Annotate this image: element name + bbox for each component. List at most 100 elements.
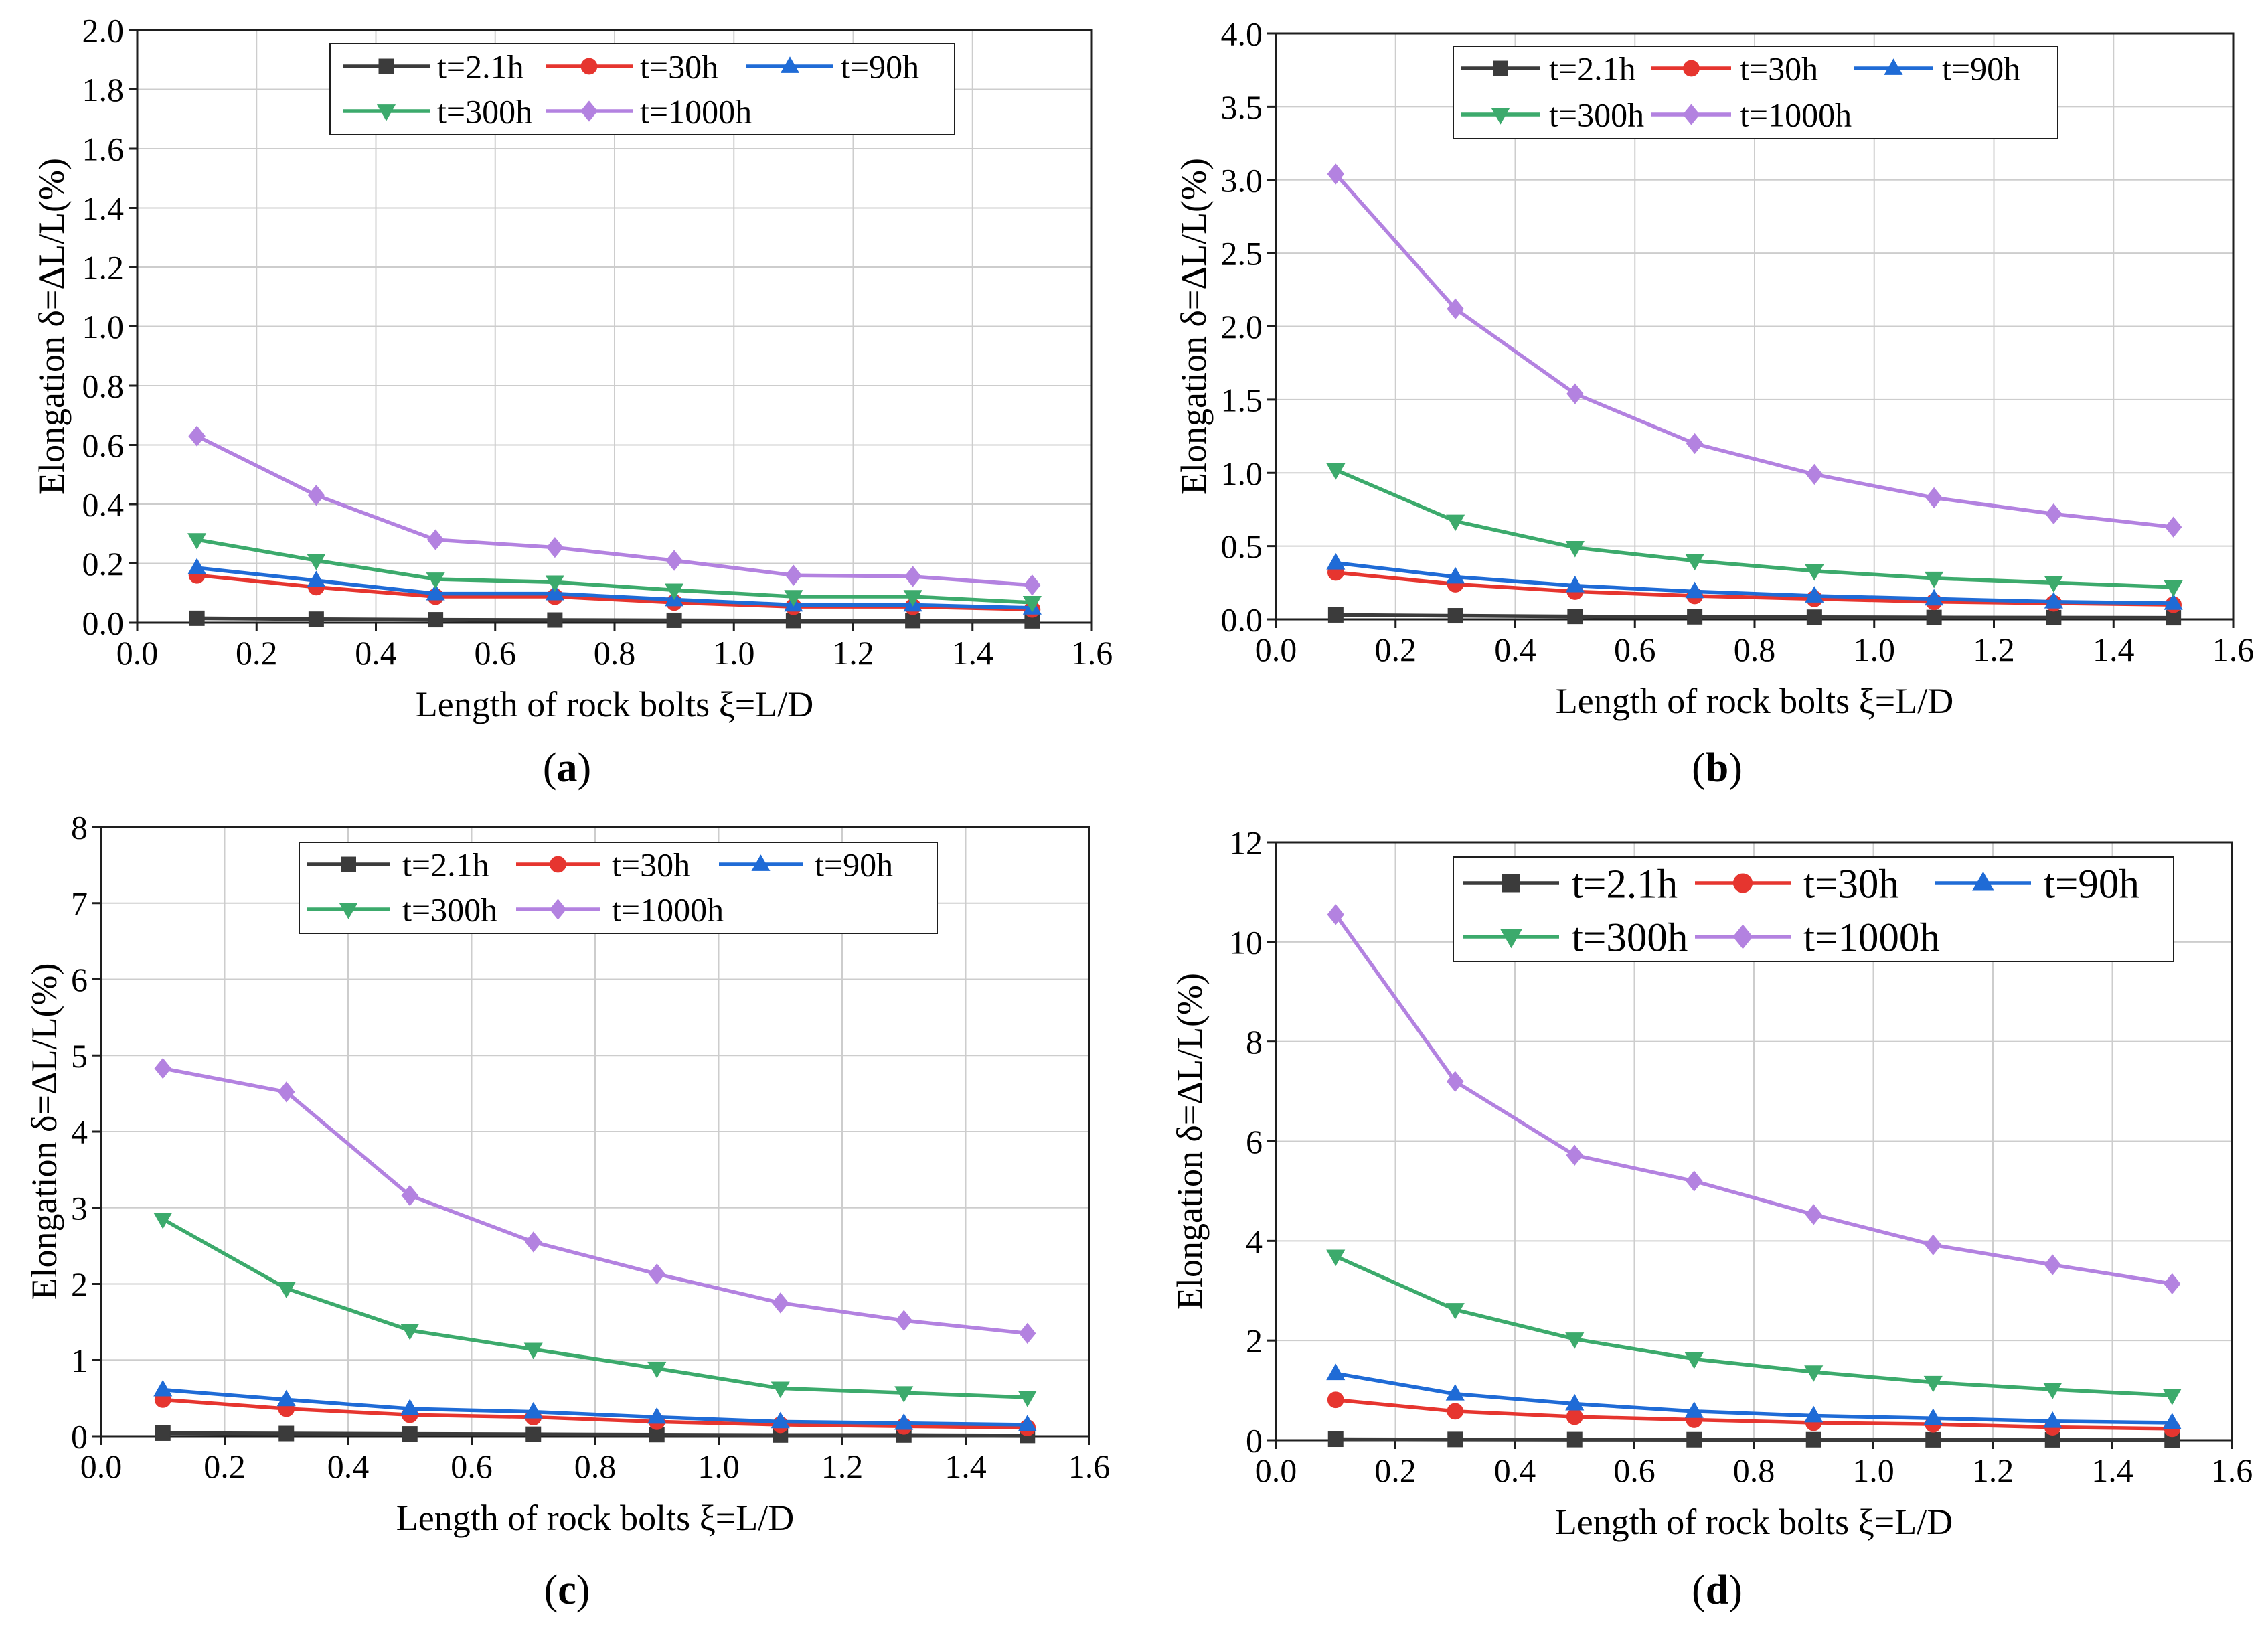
- x-axis-title: Length of rock bolts ξ=L/D: [1555, 1502, 1953, 1542]
- panel-a: 0.0 0.2 0.4 0.6 0.8 1.0 1.2 1.4 1.60.00.20.40.60…: [31, 12, 1113, 791]
- data-point-marker: [772, 1292, 789, 1314]
- series-line: [1333, 1371, 2174, 1425]
- data-point-marker: [1447, 1431, 1463, 1448]
- data-point-marker: [154, 1057, 171, 1079]
- legend-item-t-300h: t=300h: [1461, 96, 1644, 134]
- data-point-marker: [771, 1411, 790, 1429]
- panel-label-close-paren: ): [576, 1567, 590, 1613]
- legend-label: t=90h: [1942, 50, 2020, 88]
- data-point-marker: [400, 1399, 420, 1415]
- legend-box: [299, 842, 938, 934]
- x-tick-label: 0.8: [1733, 1452, 1775, 1489]
- y-axis: 0 2 4 6 8 10 12: [1229, 824, 1276, 1460]
- panel-label: (b): [1692, 745, 1743, 791]
- legend-label: t=2.1h: [1549, 50, 1636, 88]
- data-point-marker: [1327, 1391, 1344, 1409]
- panel-label-close-paren: ): [1728, 745, 1743, 791]
- series-group: [153, 1057, 1037, 1444]
- data-point-marker: [894, 1413, 914, 1430]
- legend-label: t=30h: [612, 846, 690, 884]
- legend: t=2.1h t=30h t=90h t=300h t=1000h: [299, 842, 938, 934]
- legend-item-t-30h: t=30h: [516, 846, 690, 884]
- data-point-marker: [784, 590, 803, 607]
- legend-marker: [1500, 929, 1522, 949]
- legend-label: t=90h: [2044, 862, 2139, 907]
- y-tick-label: 0: [71, 1418, 88, 1456]
- panel-label-letter: d: [1706, 1567, 1728, 1613]
- data-point-marker: [1685, 581, 1704, 599]
- data-point-marker: [2162, 1413, 2182, 1429]
- x-tick-label: 0.2: [1374, 1452, 1416, 1489]
- series-line: [1333, 913, 2174, 1286]
- legend-marker: [1972, 871, 1994, 891]
- data-point-marker: [1326, 553, 1346, 570]
- y-tick-label: 0.6: [82, 427, 125, 464]
- data-point-marker: [1445, 1384, 1465, 1401]
- data-point-marker: [155, 1425, 171, 1441]
- series-line: [1333, 468, 2176, 589]
- y-tick-label: 0.0: [82, 605, 125, 642]
- legend-marker: [378, 58, 394, 74]
- y-tick-label: 2: [71, 1265, 88, 1303]
- x-tick-label: 0.0: [1255, 1452, 1297, 1489]
- legend-item-t-2-1h: t=2.1h: [307, 846, 489, 884]
- data-point-marker: [307, 485, 325, 506]
- legend: t=2.1h t=30h t=90h t=300h t=1000h: [329, 43, 955, 135]
- panel-label-letter: a: [557, 745, 578, 791]
- x-tick-label: 1.2: [1972, 1452, 2014, 1489]
- panel-c: 0.0 0.2 0.4 0.6 0.8 1.0 1.2 1.4 1.6 0 1 2 3 4 5 6 7 8 Leng…: [24, 809, 1110, 1614]
- legend-label: t=300h: [1549, 96, 1644, 134]
- y-tick-label: 1: [71, 1342, 88, 1379]
- legend-label: t=1000h: [1740, 96, 1852, 134]
- y-tick-label: 1.5: [1221, 381, 1263, 418]
- x-tick-label: 0.6: [475, 634, 517, 672]
- data-point-marker: [1566, 383, 1584, 404]
- data-point-marker: [1327, 904, 1344, 925]
- data-point-marker: [525, 1231, 542, 1253]
- legend-item-t-1000h: t=1000h: [546, 93, 752, 131]
- data-point-marker: [426, 572, 445, 589]
- data-point-marker: [546, 536, 564, 558]
- y-axis-title: Elongation δ=ΔL/L(%): [31, 158, 72, 495]
- data-point-marker: [278, 1425, 295, 1442]
- data-point-marker: [1686, 433, 1704, 455]
- data-point-marker: [903, 590, 922, 607]
- series-t-300h: [153, 1212, 1037, 1407]
- x-tick-label: 0.6: [451, 1448, 493, 1485]
- x-axis-title: Length of rock bolts ξ=L/D: [396, 1498, 794, 1538]
- series-t-2-1h: [1327, 1431, 2180, 1448]
- panel-d: 0.0 0.2 0.4 0.6 0.8 1.0 1.2 1.4 1.6 0 2 4 6 8 10 12 Leng…: [1169, 824, 2253, 1614]
- data-point-marker: [545, 575, 564, 593]
- series-t-2-1h: [189, 610, 1040, 629]
- panel-label-letter: b: [1706, 745, 1728, 791]
- data-point-marker: [276, 1282, 296, 1299]
- data-point-marker: [1806, 609, 1822, 625]
- data-point-marker: [1805, 1431, 1821, 1448]
- data-point-marker: [1566, 1408, 1583, 1425]
- y-tick-label: 1.2: [82, 249, 125, 287]
- panel-label-open-paren: (: [1692, 745, 1706, 791]
- y-tick-label: 2.0: [82, 12, 125, 50]
- data-point-marker: [2044, 576, 2063, 593]
- y-tick-label: 0: [1246, 1422, 1263, 1460]
- panel-label-open-paren: (: [544, 1567, 558, 1613]
- series-t-300h: [1326, 463, 2183, 597]
- data-point-marker: [1925, 589, 1944, 606]
- x-tick-label: 1.4: [2091, 1452, 2133, 1489]
- data-point-marker: [1687, 609, 1703, 625]
- series-line: [1333, 172, 2176, 529]
- x-axis: 0.0 0.2 0.4 0.6 0.8 1.0 1.2 1.4 1.6: [1255, 619, 2254, 668]
- panel-label-letter: c: [558, 1567, 576, 1613]
- y-tick-label: 1.0: [82, 308, 125, 345]
- x-tick-label: 0.0: [80, 1448, 123, 1485]
- legend-marker: [780, 56, 800, 73]
- legend-marker: [550, 856, 566, 873]
- series-t-90h: [1326, 1363, 2182, 1429]
- legend-marker: [376, 104, 396, 121]
- legend-marker: [1732, 873, 1753, 893]
- data-point-marker: [1926, 609, 1942, 625]
- y-axis-title: Elongation δ=ΔL/L(%): [1169, 973, 1210, 1310]
- legend-marker: [339, 903, 358, 919]
- legend: t=2.1h t=30h t=90h t=300h t=1000h: [1453, 856, 2174, 962]
- legend-label: t=1000h: [1803, 915, 1940, 960]
